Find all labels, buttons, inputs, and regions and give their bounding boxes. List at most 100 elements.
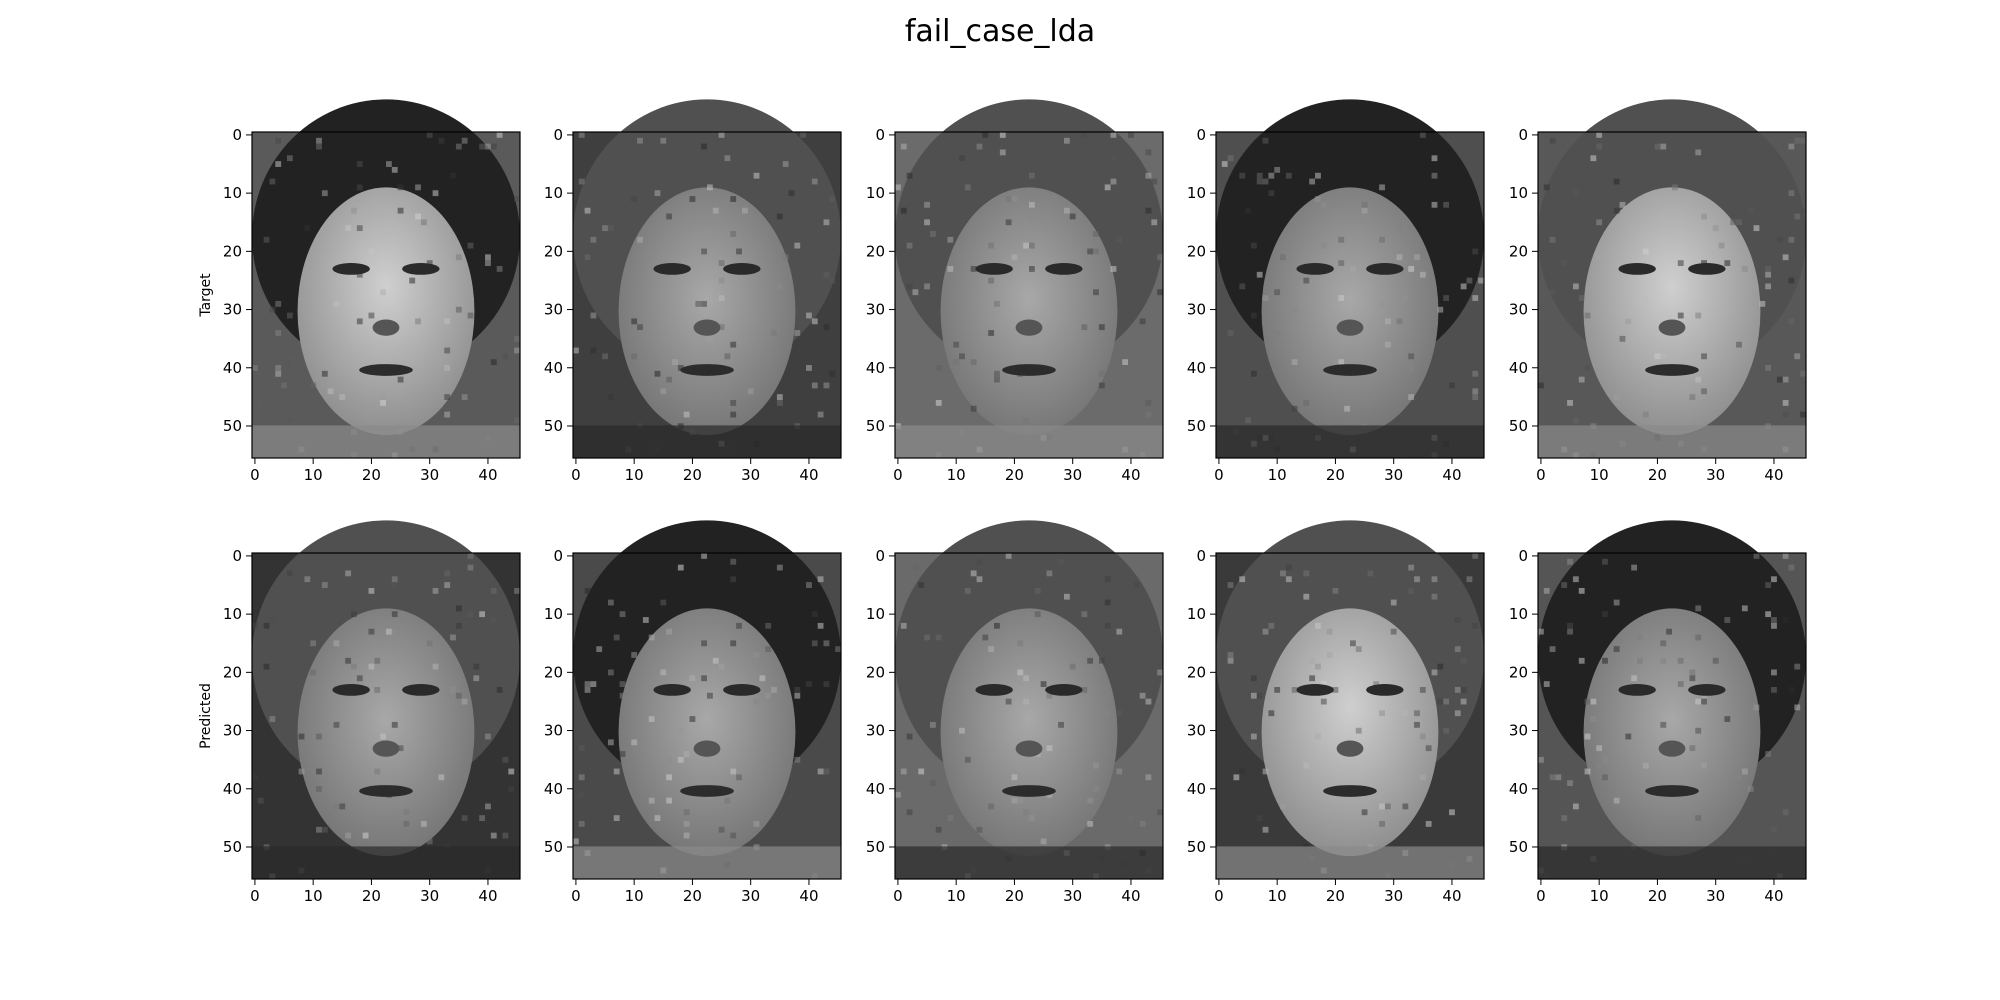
- pixel-cell: [1081, 132, 1088, 138]
- y-tick-label: 40: [1509, 359, 1528, 377]
- pixel-cell: [1227, 652, 1234, 658]
- pixel-cell: [631, 353, 638, 360]
- y-tick-label: 20: [866, 663, 885, 681]
- pixel-cell: [1788, 318, 1795, 325]
- pixel-cell: [1093, 786, 1099, 792]
- nose-shade: [693, 319, 721, 336]
- eye-left: [653, 684, 691, 696]
- pixel-cell: [1555, 774, 1562, 781]
- pixel-cell: [988, 277, 995, 284]
- pixel-cell: [397, 745, 404, 752]
- pixel-cell: [660, 137, 667, 144]
- pixel-cell: [275, 370, 282, 377]
- pixel-cell: [397, 184, 404, 191]
- pixel-cell: [467, 611, 474, 618]
- panels-layer: Target 0 10 20 30 40 0 10 20 30 40 50 0 10 20 30 40 0 10 20…: [198, 99, 1807, 905]
- pixel-cell: [1338, 727, 1345, 734]
- pixel-cell: [1133, 582, 1140, 588]
- pixel-cell: [1414, 254, 1420, 261]
- pixel-cell: [1315, 196, 1321, 202]
- x-tick-label: 0: [1214, 887, 1224, 905]
- pixel-cell: [1379, 710, 1385, 717]
- pixel-cell: [1098, 324, 1105, 331]
- y-tick-label: 30: [223, 722, 242, 740]
- eye-left: [975, 684, 1013, 696]
- pixel-cell: [631, 739, 638, 746]
- pixel-cell: [1788, 236, 1795, 243]
- x-tick-label: 0: [571, 466, 581, 484]
- eye-right: [1366, 684, 1404, 696]
- pixel-cell: [1794, 353, 1801, 360]
- pixel-cell: [1689, 669, 1696, 676]
- pixel-cell: [578, 178, 585, 185]
- pixel-cell: [496, 266, 503, 272]
- y-tick-label: 40: [866, 359, 885, 377]
- pixel-cell: [776, 283, 783, 290]
- pixel-cell: [935, 365, 942, 371]
- pixel-cell: [654, 359, 661, 366]
- x-tick-label: 40: [799, 887, 818, 905]
- pixel-cell: [1472, 394, 1479, 400]
- pixel-cell: [1116, 236, 1123, 243]
- x-tick-label: 10: [304, 887, 323, 905]
- pixel-cell: [1396, 225, 1403, 232]
- pixel-cell: [935, 826, 942, 833]
- pixel-cell: [356, 225, 363, 232]
- pixel-cell: [924, 634, 930, 641]
- shoulders: [1538, 846, 1806, 879]
- pixel-cell: [1256, 172, 1263, 179]
- pixel-cell: [1701, 388, 1707, 395]
- panel-1-3: 0 10 20 30 40 0 10 20 30 40 50: [1187, 520, 1485, 905]
- pixel-cell: [1460, 698, 1467, 705]
- pixel-cell: [368, 587, 375, 594]
- x-tick-label: 10: [1268, 466, 1287, 484]
- pixel-cell: [1590, 155, 1597, 162]
- pixel-cell: [648, 716, 655, 722]
- pixel-cell: [1538, 382, 1544, 389]
- pixel-cell: [252, 365, 258, 371]
- pixel-cell: [1367, 570, 1374, 577]
- pixel-cell: [1561, 815, 1568, 821]
- pixel-cell: [455, 306, 462, 313]
- y-tick-label: 10: [544, 605, 563, 623]
- axes-frame: [894, 131, 1164, 459]
- pixel-cell: [1695, 376, 1702, 383]
- pixel-cell: [712, 657, 719, 664]
- pixel-cell: [304, 225, 311, 232]
- pixel-cell: [368, 628, 375, 635]
- pixel-cell: [1794, 704, 1801, 711]
- pixel-cell: [642, 617, 649, 623]
- pixel-cell: [1425, 821, 1432, 827]
- pixel-cell: [1788, 143, 1795, 150]
- pixel-cell: [906, 283, 913, 290]
- pixel-cell: [765, 646, 772, 653]
- pixel-cell: [747, 388, 754, 395]
- pixel-cell: [689, 675, 696, 682]
- pixel-cell: [496, 132, 503, 138]
- nose-shade: [1336, 319, 1364, 336]
- pixel-cell: [1431, 155, 1438, 162]
- pixel-cell: [1344, 405, 1350, 412]
- pixel-cell: [1543, 587, 1550, 594]
- pixel-cell: [1157, 669, 1163, 676]
- pixel-cell: [1788, 564, 1795, 571]
- pixel-cell: [753, 821, 760, 827]
- pixel-cell: [637, 236, 643, 243]
- x-tick-label: 0: [1536, 887, 1546, 905]
- pixel-cell: [345, 832, 352, 839]
- pixel-cell: [1373, 681, 1380, 687]
- pixel-cell: [1233, 774, 1240, 781]
- pixel-cell: [356, 271, 363, 278]
- pixel-cell: [1677, 681, 1684, 687]
- pixel-cell: [351, 663, 357, 670]
- pixel-cell: [730, 576, 737, 583]
- x-tick-label: 20: [1326, 887, 1345, 905]
- pixel-cell: [1133, 231, 1140, 237]
- pixel-cell: [386, 161, 392, 167]
- pixel-cell: [1256, 178, 1263, 185]
- x-tick-label: 0: [893, 466, 903, 484]
- y-tick-label: 50: [223, 838, 242, 856]
- pixel-cell: [1584, 365, 1591, 371]
- pixel-cell: [1262, 628, 1269, 635]
